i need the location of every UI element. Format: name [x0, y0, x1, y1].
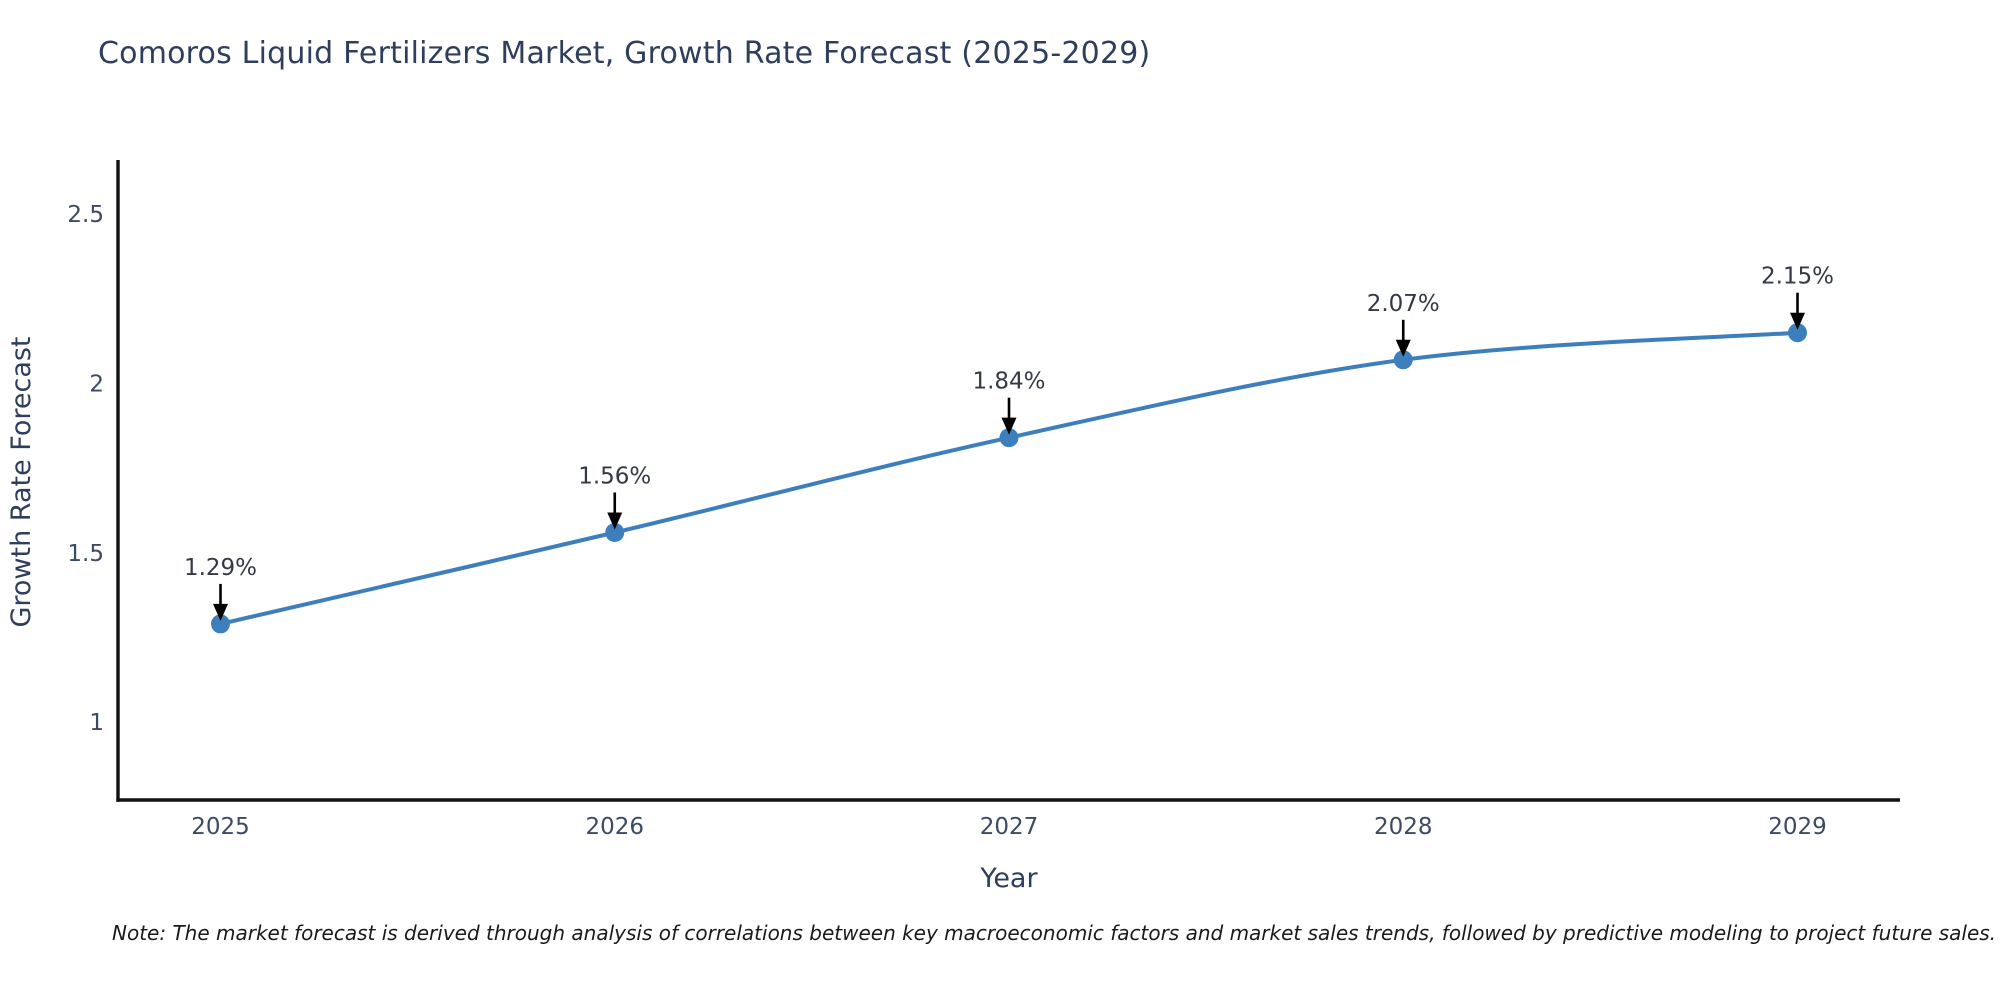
data-point-marker: [1787, 323, 1807, 343]
x-tick-label: 2028: [1374, 814, 1433, 840]
x-tick-label: 2026: [585, 814, 644, 840]
annotation-arrowhead: [1001, 417, 1017, 435]
data-point-marker: [605, 522, 625, 542]
y-axis-tick-labels: 1 1.5 2 2.5: [67, 202, 104, 736]
y-axis-title: Growth Rate Forecast: [6, 336, 37, 627]
annotation-arrowhead: [213, 603, 229, 621]
x-tick-label: 2029: [1768, 814, 1827, 840]
x-axis-title: Year: [979, 863, 1038, 894]
point-annotations: 1.29% 1.56% 1.84% 2.07% 2.15%: [184, 264, 1834, 621]
x-tick-label: 2027: [980, 814, 1039, 840]
point-value-label: 1.84%: [972, 369, 1045, 395]
y-tick-label: 2: [89, 371, 104, 397]
footnote: Note: The market forecast is derived thr…: [112, 921, 1997, 945]
annotation-arrowhead: [1395, 339, 1411, 357]
point-value-label: 2.07%: [1367, 291, 1440, 317]
point-value-label: 1.29%: [184, 555, 257, 581]
data-point-marker: [1393, 350, 1413, 370]
annotation-arrowhead: [1789, 312, 1805, 330]
x-tick-label: 2025: [191, 814, 250, 840]
y-tick-label: 1: [89, 710, 104, 736]
point-value-label: 1.56%: [578, 463, 651, 489]
y-tick-label: 2.5: [67, 202, 104, 228]
point-value-label: 2.15%: [1761, 264, 1834, 290]
annotation-arrowhead: [607, 512, 623, 530]
data-point-marker: [999, 428, 1019, 448]
series-growth-rate: [211, 323, 1807, 634]
x-axis-tick-labels: 2025 2026 2027 2028 2029: [191, 814, 1827, 840]
y-tick-label: 1.5: [67, 541, 104, 567]
chart-title: Comoros Liquid Fertilizers Market, Growt…: [98, 36, 1151, 71]
data-point-marker: [211, 614, 231, 634]
